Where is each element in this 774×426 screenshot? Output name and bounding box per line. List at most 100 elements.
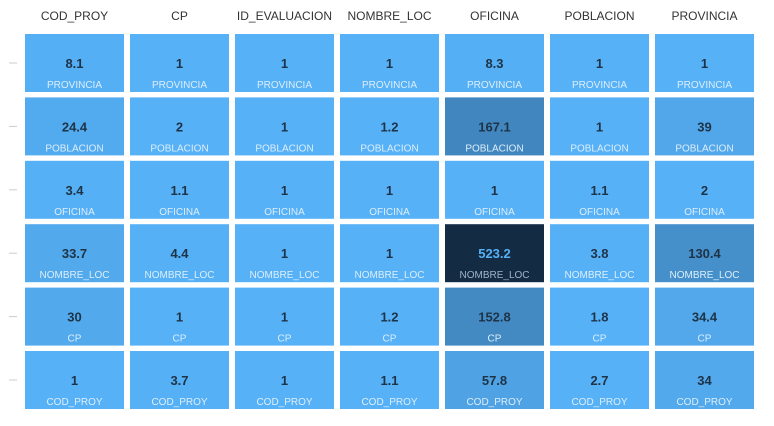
cell-row-label: POBLACION bbox=[150, 143, 208, 154]
cell-rect bbox=[25, 287, 124, 346]
cell-value: 1.1 bbox=[170, 183, 188, 198]
cell-row-label: NOMBRE_LOC bbox=[144, 270, 214, 281]
cell-value: 1.2 bbox=[380, 310, 398, 325]
heatmap-cell: 2.7 COD_PROY bbox=[550, 351, 649, 409]
cell-rect bbox=[550, 287, 649, 346]
cell-rect bbox=[655, 160, 754, 219]
cell-row-label: COD_PROY bbox=[466, 397, 522, 408]
cell-value: 1 bbox=[386, 183, 393, 198]
cell-row-label: PROVINCIA bbox=[572, 80, 627, 91]
cell-row-label: NOMBRE_LOC bbox=[39, 270, 109, 281]
cell-value: 1 bbox=[596, 56, 603, 71]
cell-value: 152.8 bbox=[478, 310, 511, 325]
cell-row-label: COD_PROY bbox=[676, 397, 732, 408]
cell-rect bbox=[130, 34, 229, 92]
heatmap-cell: 1.8 CP bbox=[550, 287, 649, 346]
heatmap-cell: 39 POBLACION bbox=[655, 97, 754, 156]
cell-rect bbox=[445, 287, 544, 346]
heatmap-cell: 130.4 NOMBRE_LOC bbox=[655, 224, 754, 283]
heatmap-cell: 1 OFICINA bbox=[445, 160, 544, 219]
cell-value: 1 bbox=[386, 246, 393, 261]
heatmap-cell: 152.8 CP bbox=[445, 287, 544, 346]
cell-row-label: POBLACION bbox=[45, 143, 103, 154]
cell-value: 1 bbox=[281, 246, 288, 261]
cell-row-label: PROVINCIA bbox=[47, 80, 102, 91]
cell-rect bbox=[550, 160, 649, 219]
heatmap-cell: 2 OFICINA bbox=[655, 160, 754, 219]
cell-rect bbox=[655, 34, 754, 92]
cell-row-label: POBLACION bbox=[255, 143, 313, 154]
heatmap-cell: 1 OFICINA bbox=[340, 160, 439, 219]
cell-rect bbox=[235, 224, 334, 283]
column-label: OFICINA bbox=[470, 9, 519, 23]
heatmap-cell: 1 POBLACION bbox=[235, 97, 334, 156]
cell-value: 57.8 bbox=[482, 373, 507, 388]
cell-value: 1 bbox=[281, 119, 288, 134]
cell-row-label: PROVINCIA bbox=[362, 80, 417, 91]
heatmap-cell: 1 COD_PROY bbox=[235, 351, 334, 409]
heatmap-cell: 3.4 OFICINA bbox=[25, 160, 124, 219]
cell-rect bbox=[655, 351, 754, 409]
heatmap-cell: 1.2 POBLACION bbox=[340, 97, 439, 156]
cell-row-label: POBLACION bbox=[570, 143, 628, 154]
cell-rect bbox=[130, 97, 229, 156]
heatmap-cell: 4.4 NOMBRE_LOC bbox=[130, 224, 229, 283]
cell-row-label: COD_PROY bbox=[151, 397, 207, 408]
cell-rect bbox=[340, 160, 439, 219]
cell-row-label: CP bbox=[383, 334, 397, 345]
cell-row-label: OFICINA bbox=[474, 207, 515, 218]
cell-rect bbox=[130, 351, 229, 409]
cell-row-label: COD_PROY bbox=[46, 397, 102, 408]
cell-rect bbox=[25, 34, 124, 92]
cell-value: 1.1 bbox=[380, 373, 398, 388]
column-label: NOMBRE_LOC bbox=[347, 9, 431, 23]
heatmap-cell: 1 PROVINCIA bbox=[550, 34, 649, 92]
heatmap-cell: 1 COD_PROY bbox=[25, 351, 124, 409]
cell-value: 130.4 bbox=[688, 246, 721, 261]
cell-value: 1.1 bbox=[590, 183, 608, 198]
column-labels: COD_PROY CP ID_EVALUACION NOMBRE_LOC OFICINA… bbox=[41, 9, 738, 23]
heatmap-cell: 1 POBLACION bbox=[550, 97, 649, 156]
cell-row-label: NOMBRE_LOC bbox=[669, 270, 739, 281]
cell-value: 34.4 bbox=[692, 310, 718, 325]
cell-value: 8.1 bbox=[65, 56, 83, 71]
heatmap-cell: 1 PROVINCIA bbox=[340, 34, 439, 92]
heatmap-cell: 1.1 COD_PROY bbox=[340, 351, 439, 409]
heatmap-cell: 3.7 COD_PROY bbox=[130, 351, 229, 409]
heatmap-cell: 1 NOMBRE_LOC bbox=[235, 224, 334, 283]
cell-value: 2.7 bbox=[590, 373, 608, 388]
cell-rect bbox=[445, 97, 544, 156]
cell-value: 1 bbox=[71, 373, 78, 388]
cell-rect bbox=[655, 224, 754, 283]
cell-value: 33.7 bbox=[62, 246, 87, 261]
cell-value: 1 bbox=[281, 373, 288, 388]
cell-rect bbox=[550, 34, 649, 92]
cell-rect bbox=[235, 287, 334, 346]
cell-row-label: NOMBRE_LOC bbox=[249, 270, 319, 281]
cell-row-label: NOMBRE_LOC bbox=[354, 270, 424, 281]
cell-rect bbox=[445, 160, 544, 219]
cell-rect bbox=[445, 224, 544, 283]
cell-value: 8.3 bbox=[485, 56, 503, 71]
heatmap-cell: 523.2 NOMBRE_LOC bbox=[445, 224, 544, 283]
cell-value: 4.4 bbox=[170, 246, 189, 261]
heatmap-cell: 1 CP bbox=[235, 287, 334, 346]
cell-rect bbox=[445, 351, 544, 409]
cell-row-label: CP bbox=[68, 334, 82, 345]
cell-value: 1 bbox=[176, 310, 183, 325]
cell-row-label: COD_PROY bbox=[571, 397, 627, 408]
cell-value: 24.4 bbox=[62, 119, 88, 134]
cell-row-label: POBLACION bbox=[465, 143, 523, 154]
cell-row-label: OFICINA bbox=[264, 207, 305, 218]
heatmap-cell: 2 POBLACION bbox=[130, 97, 229, 156]
heatmap-cell: 167.1 POBLACION bbox=[445, 97, 544, 156]
column-label: POBLACION bbox=[564, 9, 634, 23]
cell-value: 1 bbox=[596, 119, 603, 134]
row-ticks bbox=[9, 62, 17, 381]
heatmap-cell: 57.8 COD_PROY bbox=[445, 351, 544, 409]
cell-rect bbox=[655, 287, 754, 346]
cell-value: 2 bbox=[701, 183, 708, 198]
cell-value: 3.8 bbox=[590, 246, 608, 261]
heatmap-cell: 34.4 CP bbox=[655, 287, 754, 346]
cell-rect bbox=[25, 224, 124, 283]
